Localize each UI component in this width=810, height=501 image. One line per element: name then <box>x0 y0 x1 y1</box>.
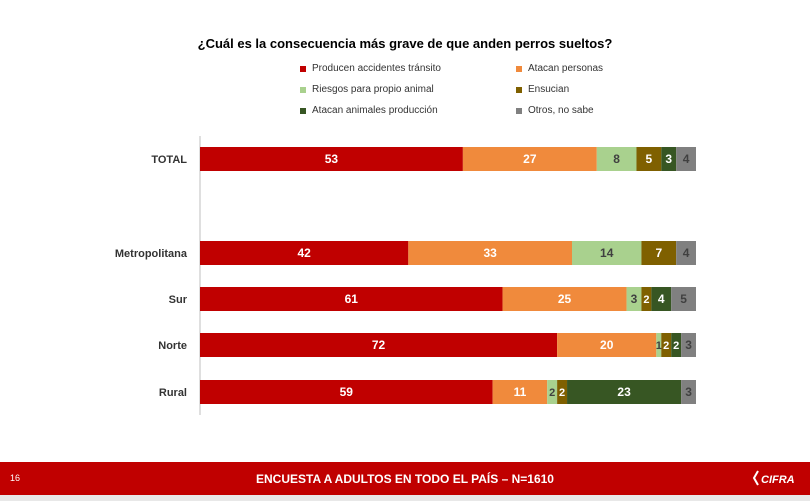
bar-segment <box>200 287 503 311</box>
bar-segment <box>492 380 548 404</box>
legend-swatch <box>516 86 522 93</box>
legend-swatch <box>300 65 306 72</box>
data-label: 3 <box>685 385 692 399</box>
data-label: 5 <box>680 292 687 306</box>
data-label: 11 <box>514 385 527 399</box>
legend-label: Riesgos para propio animal <box>312 84 434 95</box>
data-label: 61 <box>345 292 359 306</box>
category-label: Metropolitana <box>115 248 188 260</box>
legend-item-producen-accidentes: Producen accidentes tránsito <box>300 63 441 74</box>
bar-segment <box>661 333 672 357</box>
legend-label: Atacan animales producción <box>312 105 438 116</box>
data-label: 2 <box>663 340 669 352</box>
data-label: 25 <box>558 292 572 306</box>
data-label: 8 <box>613 152 620 166</box>
data-label: 3 <box>631 292 638 306</box>
data-label: 1 <box>656 340 662 352</box>
data-label: 4 <box>683 152 690 166</box>
footer-text: ENCUESTA A ADULTOS EN TODO EL PAÍS – N=1… <box>256 472 554 486</box>
data-label: 2 <box>559 387 565 399</box>
logo-text: CIFRA <box>761 474 795 486</box>
legend-item-riesgos: Riesgos para propio animal <box>300 84 434 95</box>
bottom-strip <box>0 495 810 501</box>
data-label: 4 <box>683 246 690 260</box>
data-label: 3 <box>665 152 672 166</box>
data-label: 4 <box>658 292 665 306</box>
bar-segment <box>557 333 657 357</box>
bar-segment <box>641 241 677 265</box>
bar-segment <box>200 147 463 171</box>
page-number: 16 <box>10 473 21 483</box>
bar-segment <box>557 380 568 404</box>
bar-segment <box>641 287 652 311</box>
legend-label: Otros, no sabe <box>528 105 594 116</box>
bar-segment <box>656 333 662 357</box>
data-label: 2 <box>549 387 555 399</box>
data-label: 3 <box>685 338 692 352</box>
bar-segment <box>547 380 558 404</box>
legend-item-atacan-personas: Atacan personas <box>516 63 603 74</box>
bar-segment <box>567 380 682 404</box>
legend-item-atacan-animales: Atacan animales producción <box>300 105 438 116</box>
legend-label: Producen accidentes tránsito <box>312 63 441 74</box>
bar-segment <box>681 380 696 404</box>
data-label: 27 <box>523 152 537 166</box>
legend-swatch <box>300 86 306 93</box>
category-label: Sur <box>169 294 188 306</box>
legend-swatch <box>300 107 306 114</box>
bar-segment <box>200 380 493 404</box>
bar-segment <box>651 287 672 311</box>
data-label: 14 <box>600 246 614 260</box>
category-label: Norte <box>158 340 187 352</box>
data-label: 2 <box>643 294 649 306</box>
data-label: 20 <box>600 338 614 352</box>
bar-segment <box>676 241 696 265</box>
footer-bar: 16 ENCUESTA A ADULTOS EN TODO EL PAÍS – … <box>0 462 810 495</box>
data-label: 72 <box>372 338 386 352</box>
bar-segment <box>676 147 696 171</box>
bar-segment <box>626 287 642 311</box>
data-label: 42 <box>297 246 311 260</box>
data-label: 59 <box>340 385 354 399</box>
bar-segment <box>408 241 572 265</box>
bar-segment <box>636 147 662 171</box>
bar-segment <box>462 147 597 171</box>
bar-segment <box>661 147 677 171</box>
bar-segment <box>671 287 696 311</box>
bar-segment <box>200 241 409 265</box>
legend-swatch <box>516 107 522 114</box>
legend-label: Atacan personas <box>528 63 604 74</box>
cifra-logo: CIFRA <box>752 470 795 486</box>
bar-segment <box>671 333 682 357</box>
chart-title: ¿Cuál es la consecuencia más grave de qu… <box>197 36 613 51</box>
legend-item-ensucian: Ensucian <box>516 84 569 95</box>
data-label: 2 <box>673 340 679 352</box>
bar-segment <box>596 147 637 171</box>
bar-segment <box>572 241 642 265</box>
data-label: 33 <box>483 246 497 260</box>
bar-segment <box>502 287 627 311</box>
category-label: TOTAL <box>151 154 187 166</box>
legend-item-otros: Otros, no sabe <box>516 105 594 116</box>
data-label: 7 <box>655 246 662 260</box>
data-label: 53 <box>325 152 339 166</box>
bar-segment <box>200 333 558 357</box>
category-label: Rural <box>159 387 187 399</box>
legend-swatch <box>516 65 522 72</box>
bar-segment <box>681 333 696 357</box>
legend-label: Ensucian <box>528 84 570 95</box>
data-label: 5 <box>646 152 653 166</box>
data-label: 23 <box>617 385 631 399</box>
